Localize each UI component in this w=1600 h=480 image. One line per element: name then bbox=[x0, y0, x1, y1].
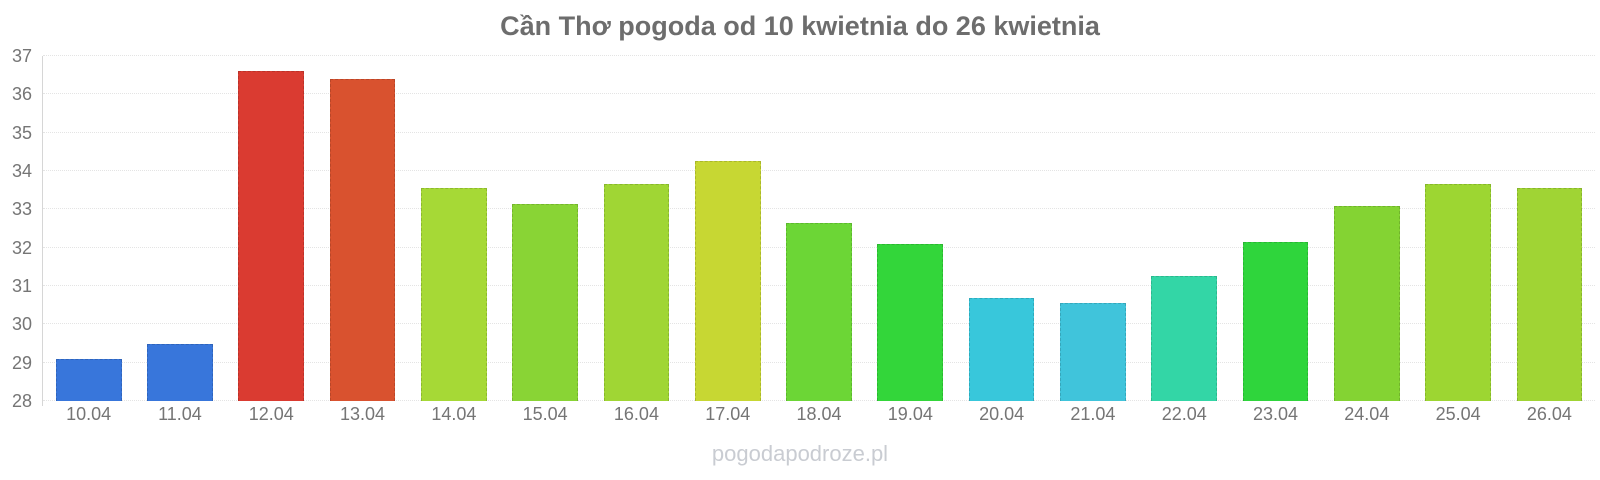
y-tick-label-33: 33 bbox=[11, 199, 32, 220]
bar-slot-13.04 bbox=[317, 56, 408, 401]
bar-19.04[interactable] bbox=[877, 243, 944, 401]
bar-slot-22.04 bbox=[1139, 56, 1230, 401]
gridline-35 bbox=[43, 131, 1595, 133]
bar-10.04[interactable] bbox=[55, 358, 122, 401]
y-tick-label-31: 31 bbox=[11, 276, 32, 296]
bar-slot-16.04 bbox=[591, 56, 682, 401]
y-tick-label-28: 28 bbox=[11, 391, 32, 411]
x-axis-labels: 10.04 11.04 12.04 13.04 14.04 15.04 16.04 17.04… bbox=[43, 404, 1595, 425]
bar-22.04[interactable] bbox=[1151, 276, 1218, 401]
bar-11.04[interactable] bbox=[147, 343, 213, 401]
x-tick-label-21.04: 21.04 bbox=[1070, 404, 1116, 424]
gridline-36 bbox=[43, 93, 1595, 95]
bar-26.04[interactable] bbox=[1516, 188, 1583, 401]
bar-12.04[interactable] bbox=[238, 71, 305, 401]
chart-title: Cần Thơ pogoda od 10 kwietnia do 26 kwie… bbox=[500, 11, 1100, 41]
bar-18.04[interactable] bbox=[786, 222, 852, 401]
gridline-33 bbox=[43, 208, 1595, 210]
y-axis-line bbox=[42, 56, 43, 406]
y-tick-label-30: 30 bbox=[11, 314, 32, 335]
bar-slot-25.04 bbox=[1412, 56, 1503, 401]
bar-slot-19.04 bbox=[865, 56, 956, 401]
gridline-34 bbox=[43, 170, 1595, 171]
bar-24.04[interactable] bbox=[1333, 205, 1400, 401]
bar-16.04[interactable] bbox=[603, 184, 670, 401]
x-tick-label-24.04: 24.04 bbox=[1344, 404, 1390, 424]
bar-23.04[interactable] bbox=[1242, 241, 1309, 401]
bar-slot-12.04 bbox=[226, 56, 317, 401]
bar-slot-24.04 bbox=[1321, 56, 1412, 401]
bar-slot-23.04 bbox=[1230, 56, 1321, 401]
bar-slot-10.04 bbox=[43, 56, 134, 401]
x-tick-label-13.04: 13.04 bbox=[340, 404, 386, 424]
x-tick-label-22.04: 22.04 bbox=[1161, 404, 1207, 424]
y-axis-labels: 28 29 30 31 32 33 34 35 36 37 bbox=[0, 47, 34, 410]
y-tick-label-29: 29 bbox=[11, 352, 32, 373]
x-tick-label-17.04: 17.04 bbox=[705, 404, 751, 424]
x-tick-label-10.04: 10.04 bbox=[66, 404, 112, 424]
y-tick-label-34: 34 bbox=[11, 161, 32, 181]
bar-17.04[interactable] bbox=[694, 161, 761, 401]
y-tick-label-35: 35 bbox=[11, 122, 32, 143]
bar-14.04[interactable] bbox=[420, 188, 487, 401]
x-tick-label-20.04: 20.04 bbox=[979, 404, 1025, 424]
bar-21.04[interactable] bbox=[1060, 303, 1126, 401]
bar-slot-21.04 bbox=[1047, 56, 1138, 401]
x-tick-label-23.04: 23.04 bbox=[1252, 404, 1299, 424]
x-tick-label-12.04: 12.04 bbox=[248, 404, 294, 424]
plot-area bbox=[42, 55, 1595, 406]
y-tick-label-32: 32 bbox=[11, 237, 32, 258]
x-tick-label-25.04: 25.04 bbox=[1435, 404, 1481, 424]
bar-25.04[interactable] bbox=[1425, 184, 1491, 401]
gridline-37 bbox=[43, 55, 1595, 56]
bar-slot-14.04 bbox=[408, 56, 499, 401]
bar-slot-15.04 bbox=[499, 56, 590, 401]
watermark: pogodapodroze.pl bbox=[711, 441, 889, 466]
x-tick-label-14.04: 14.04 bbox=[431, 404, 477, 424]
x-tick-label-26.04: 26.04 bbox=[1526, 404, 1572, 424]
y-tick-label-37: 37 bbox=[11, 46, 32, 66]
x-tick-label-11.04: 11.04 bbox=[158, 404, 202, 424]
bar-slot-11.04 bbox=[134, 56, 225, 401]
bar-slot-26.04 bbox=[1504, 56, 1595, 401]
bar-15.04[interactable] bbox=[512, 203, 578, 401]
bar-slot-18.04 bbox=[773, 56, 864, 401]
y-tick-label-36: 36 bbox=[11, 84, 32, 105]
bar-13.04[interactable] bbox=[329, 79, 396, 401]
x-tick-label-19.04: 19.04 bbox=[887, 404, 933, 424]
bar-20.04[interactable] bbox=[968, 297, 1035, 401]
bar-slot-20.04 bbox=[956, 56, 1047, 401]
x-tick-label-15.04: 15.04 bbox=[522, 404, 568, 424]
bars-group bbox=[43, 56, 1595, 401]
x-tick-label-18.04: 18.04 bbox=[796, 404, 842, 424]
x-tick-label-16.04: 16.04 bbox=[613, 404, 659, 424]
bar-slot-17.04 bbox=[682, 56, 773, 401]
